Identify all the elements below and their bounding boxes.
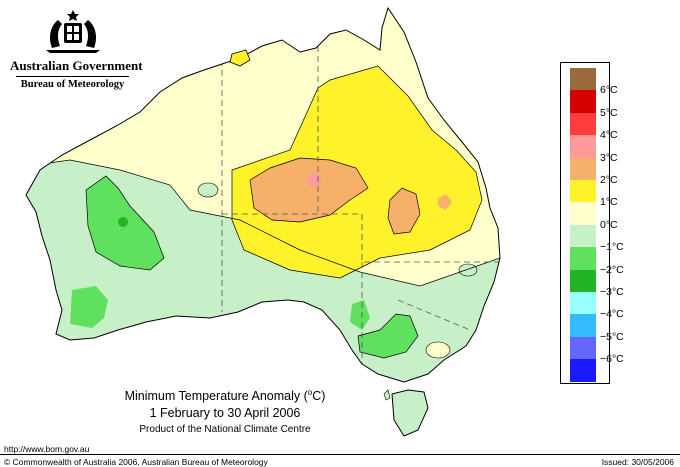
- coat-of-arms-icon: [45, 10, 100, 53]
- legend-swatch: [570, 292, 596, 315]
- legend-swatch: [570, 224, 596, 248]
- legend-swatch: [570, 202, 596, 225]
- logo-divider: [16, 76, 129, 77]
- map-product: Product of the National Climate Centre: [139, 424, 311, 436]
- legend-swatch: [570, 247, 596, 270]
- website-url[interactable]: http://www.bom.gov.au: [4, 444, 90, 454]
- map-period: 1 February to 30 April 2006: [149, 406, 301, 421]
- issued-date: Issued: 30/05/2006: [601, 457, 674, 467]
- map-title: Minimum Temperature Anomaly (oC): [124, 388, 326, 404]
- legend-swatch: [570, 269, 596, 292]
- legend-swatch: [570, 90, 596, 113]
- legend-label: −5°C: [600, 330, 624, 343]
- legend-swatch: [570, 68, 596, 91]
- legend-label: 6°C: [600, 84, 618, 97]
- legend-swatch: [570, 180, 596, 203]
- legend-label: 4°C: [600, 129, 618, 142]
- legend-swatch: [570, 359, 596, 382]
- legend-label: 2°C: [600, 174, 618, 186]
- legend-label: −6°C: [600, 353, 624, 366]
- government-name: Australian Government: [10, 58, 143, 73]
- legend-label: 3°C: [600, 151, 618, 164]
- legend-label: −4°C: [600, 308, 624, 321]
- copyright: © Commonwealth of Australia 2006, Austra…: [4, 457, 268, 467]
- legend-label: 5°C: [600, 106, 618, 119]
- government-logo: Australian Government Bureau of Meteorol…: [10, 8, 143, 90]
- bureau-name: Bureau of Meteorology: [20, 79, 125, 90]
- legend-label: 0°C: [600, 218, 618, 231]
- legend-label: 1°C: [600, 196, 618, 209]
- legend-swatch: [570, 112, 596, 136]
- map-caption: Minimum Temperature Anomaly (oC) 1 Febru…: [100, 388, 350, 435]
- legend-label: −1°C: [600, 241, 624, 254]
- legend-swatch: [570, 157, 596, 180]
- legend-label: −2°C: [600, 263, 624, 276]
- legend-swatch: [570, 135, 596, 158]
- legend-swatch: [570, 336, 596, 360]
- legend-label: −3°C: [600, 286, 624, 298]
- footer-divider: [0, 454, 680, 455]
- legend-swatch: [570, 314, 596, 337]
